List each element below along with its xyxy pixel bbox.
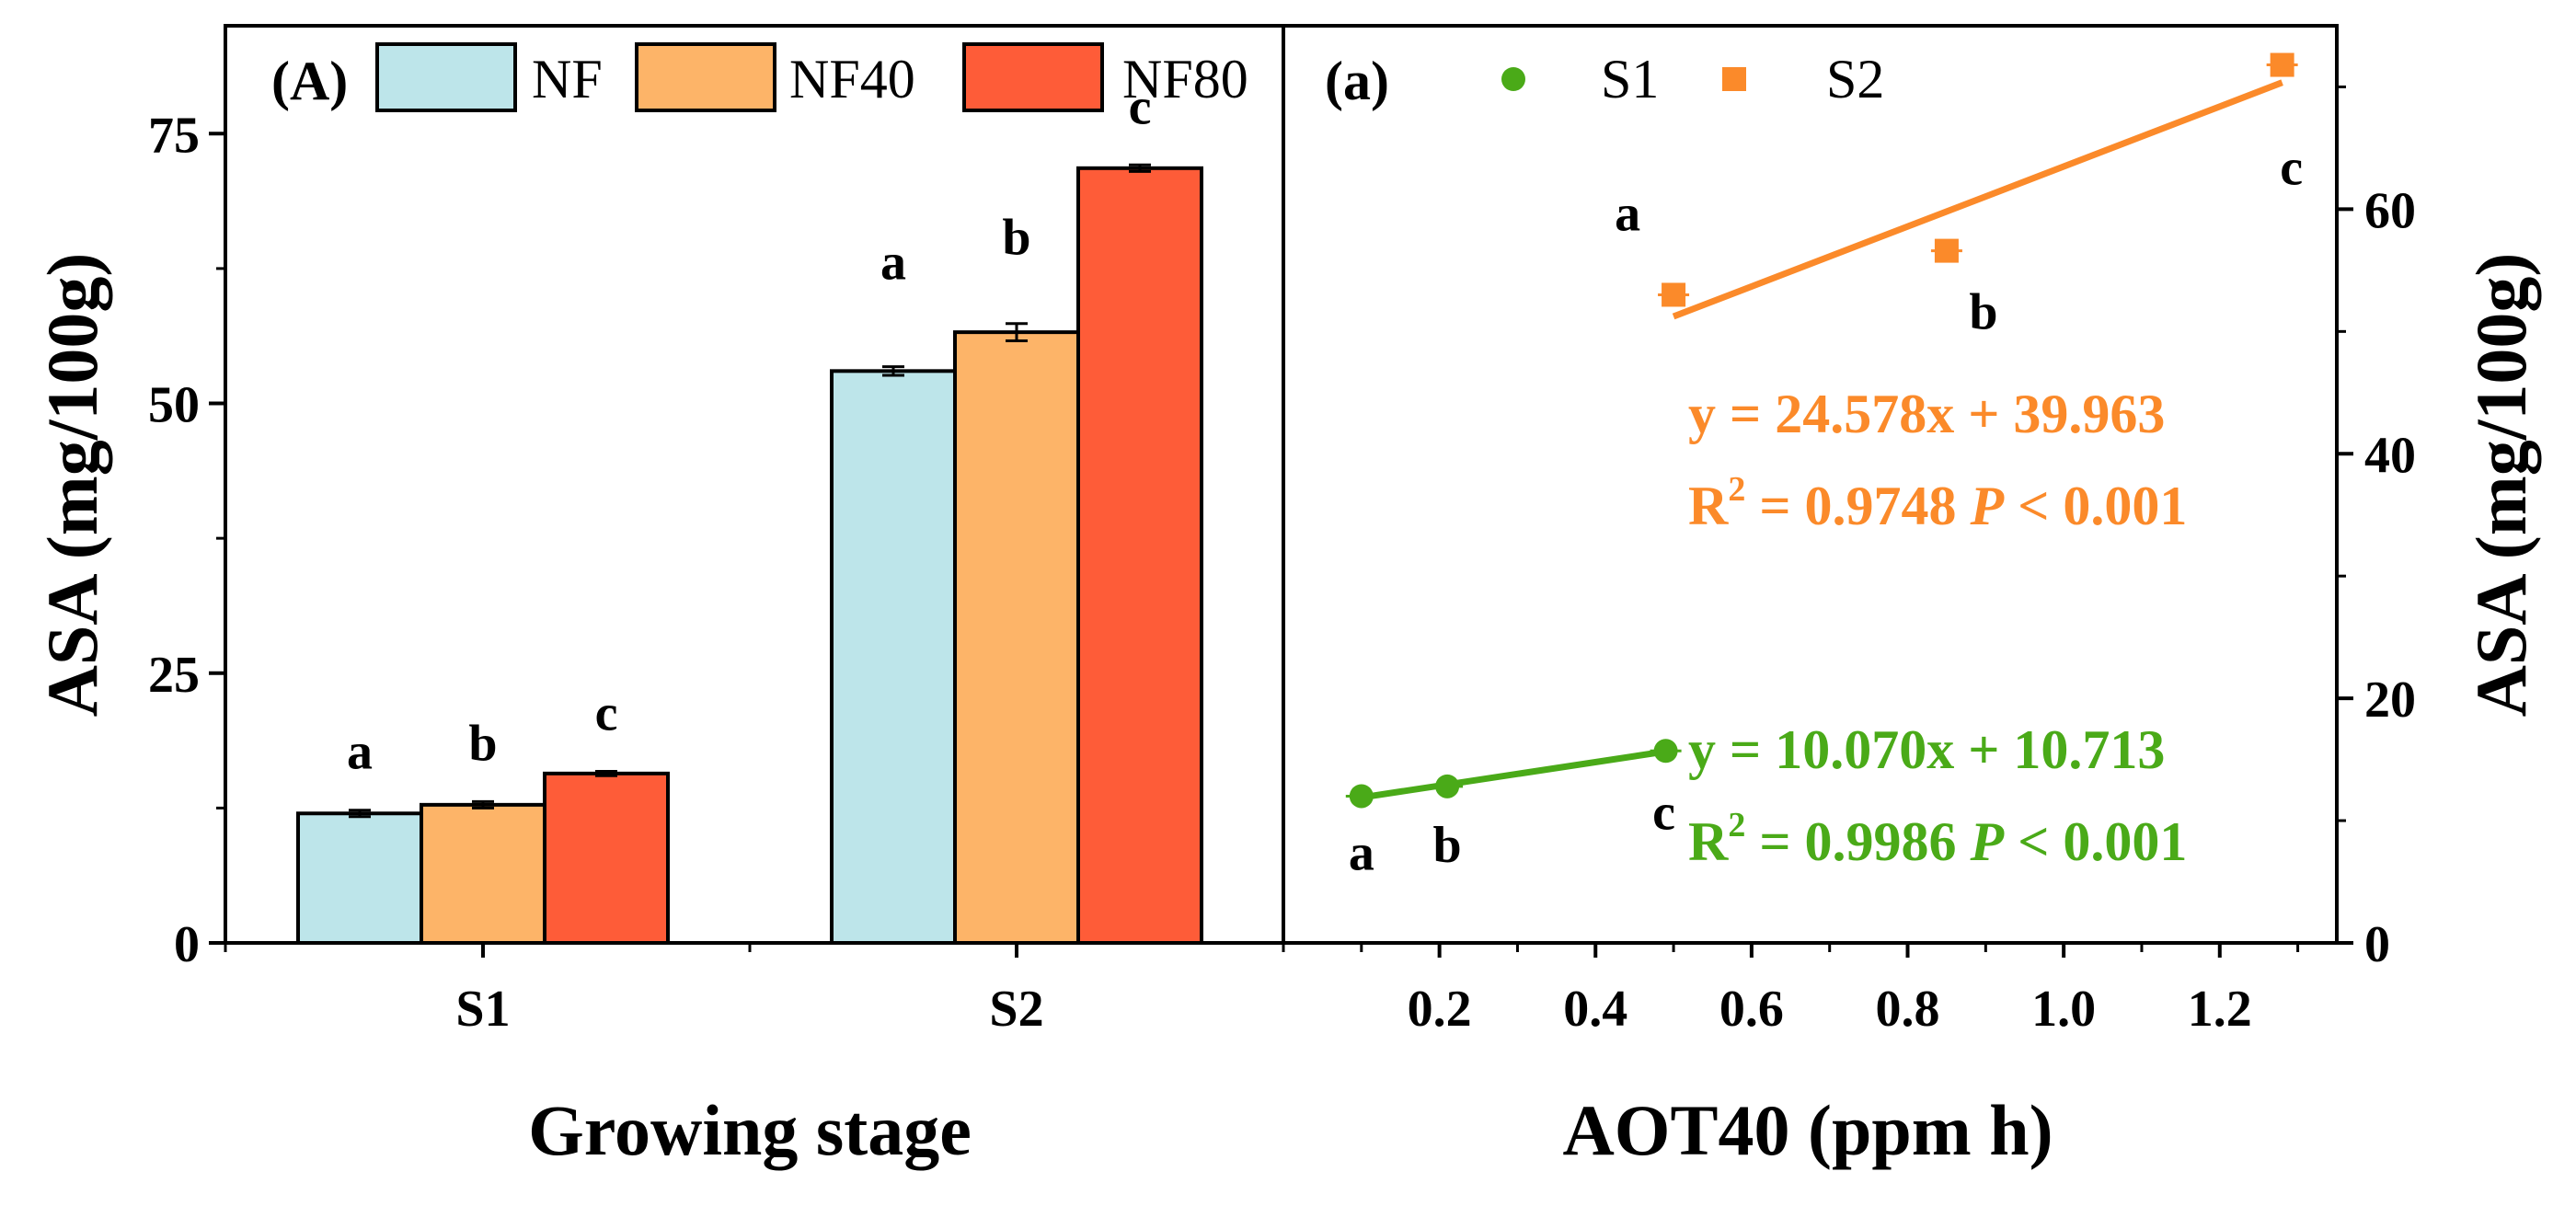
right-y-tick-label: 40 <box>2364 427 2416 484</box>
right-y-tick-label: 60 <box>2364 182 2416 239</box>
bar-NF80-S2 <box>1076 166 1203 945</box>
bar-NF40-S1 <box>420 802 546 945</box>
legend-marker-S1 <box>1501 67 1525 91</box>
legend-marker-S2 <box>1722 67 1746 91</box>
right-y-axis-title: ASA (mg/100g) <box>2461 253 2541 718</box>
legend-label-NF40: NF40 <box>789 49 915 109</box>
bar-NF40-S2 <box>953 330 1080 945</box>
right-x-tick-label: 1.2 <box>2188 981 2252 1038</box>
significance-letter: c <box>595 685 618 742</box>
panel-label-a: (a) <box>1325 51 1389 111</box>
bar-NF-S2 <box>830 369 957 945</box>
fit-r2-S1: R2 = 0.9986 P < 0.001 <box>1688 806 2187 872</box>
left-x-tick-label: S2 <box>989 981 1043 1038</box>
significance-letter: b <box>1002 210 1030 267</box>
left-y-axis-title: ASA (mg/100g) <box>32 253 112 718</box>
left-y-tick-label: 75 <box>148 107 200 164</box>
significance-letter: a <box>1349 824 1374 881</box>
significance-letter: b <box>1969 284 1997 341</box>
significance-letter: a <box>880 235 906 292</box>
significance-letter: a <box>347 724 373 781</box>
right-panel-frame <box>1282 24 2339 945</box>
panel-label-A: (A) <box>271 51 348 111</box>
significance-letter: c <box>1652 784 1675 841</box>
significance-letter: a <box>1615 185 1640 242</box>
fit-line-S1 <box>1361 748 1667 801</box>
left-x-tick-label: S1 <box>455 981 510 1038</box>
fit-equation-S2: y = 24.578x + 39.963 <box>1688 384 2165 444</box>
right-x-tick-label: 1.0 <box>2031 981 2096 1038</box>
left-y-tick-label: 0 <box>174 916 200 973</box>
significance-letter: b <box>468 715 497 772</box>
right-x-tick-label: 0.2 <box>1408 981 1472 1038</box>
r2-value: = 0.9748 <box>1745 476 1970 536</box>
left-y-tick-label: 25 <box>148 647 200 704</box>
r2-superscript: 2 <box>1728 806 1745 844</box>
significance-letter: b <box>1433 817 1462 874</box>
r2-superscript: 2 <box>1728 470 1745 509</box>
fit-line-S2 <box>1672 79 2283 320</box>
p-value: < 0.001 <box>2004 811 2187 872</box>
right-y-tick-label: 0 <box>2364 916 2390 973</box>
fit-r2-S2: R2 = 0.9748 P < 0.001 <box>1688 470 2187 536</box>
legend-label-S2: S2 <box>1826 49 1884 109</box>
bar-NF-S1 <box>296 811 423 946</box>
bar-panel: 0 25 50 75 S1 a b c S2 a b c NF NF40 NF80 <box>148 42 1285 1038</box>
legend-swatch-NF40 <box>635 42 776 112</box>
significance-letter: c <box>1129 78 1152 135</box>
legend-label-S1: S1 <box>1601 49 1659 109</box>
right-x-tick-label: 0.4 <box>1563 981 1627 1038</box>
p-value: < 0.001 <box>2004 476 2187 536</box>
legend-swatch-NF <box>375 42 517 112</box>
legend-swatch-NF80 <box>962 42 1104 112</box>
right-x-axis-title: AOT40 (ppm h) <box>1562 1090 2053 1170</box>
r2-prefix: R <box>1688 811 1729 872</box>
r2-prefix: R <box>1688 476 1729 536</box>
r2-value: = 0.9986 <box>1745 811 1970 872</box>
p-symbol: P <box>1970 476 2006 536</box>
significance-letter: c <box>2280 140 2303 197</box>
p-symbol: P <box>1970 811 2006 872</box>
fit-equation-S1: y = 10.070x + 10.713 <box>1688 719 2165 780</box>
right-x-tick-label: 0.8 <box>1876 981 1940 1038</box>
right-x-tick-label: 0.6 <box>1719 981 1784 1038</box>
legend-label-NF80: NF80 <box>1122 49 1248 109</box>
legend-label-NF: NF <box>532 49 603 109</box>
left-x-axis-title: Growing stage <box>528 1090 972 1170</box>
right-y-tick-label: 20 <box>2364 672 2416 729</box>
left-y-tick-label: 50 <box>148 377 200 434</box>
bar-NF80-S1 <box>543 771 670 945</box>
